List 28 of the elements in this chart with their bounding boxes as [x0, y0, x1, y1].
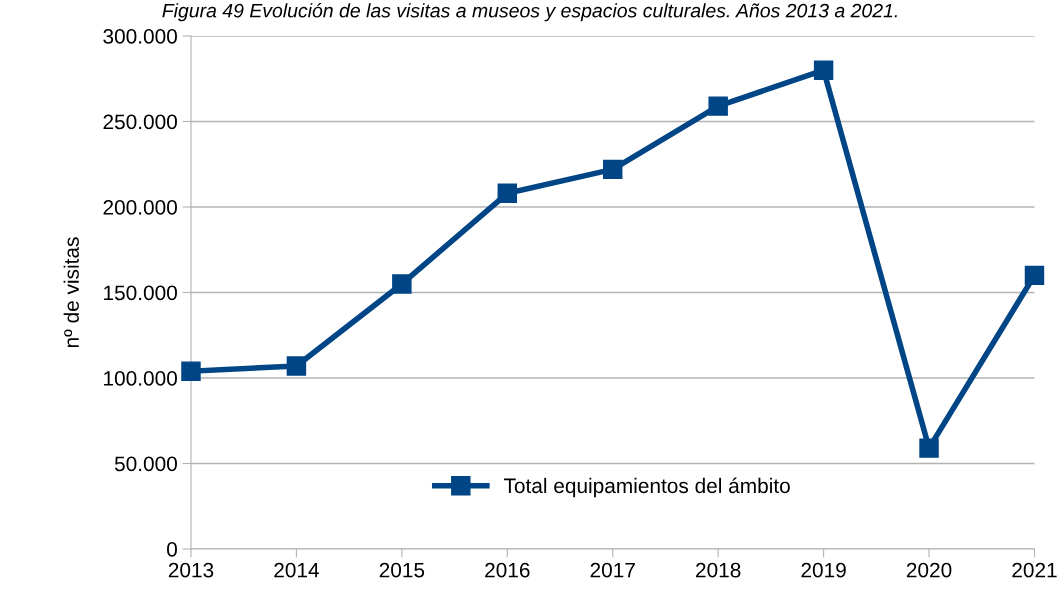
y-tick-label: 50.000 — [114, 456, 177, 472]
x-tick-label: 2021 — [1012, 562, 1057, 578]
y-tick-label: 200.000 — [103, 200, 177, 215]
legend-label: Total equipamientos del ámbito — [503, 477, 790, 498]
point — [919, 438, 939, 458]
y-axis-title: nº de visitas — [63, 237, 79, 348]
x-tick-label: 2013 — [168, 562, 214, 578]
y-tick-label: 250.000 — [103, 114, 177, 130]
point — [392, 274, 412, 294]
y-tick-label: 150.000 — [104, 285, 177, 301]
chart-title: Figura 49 Evolución de las visitas a museos y espacios culturales. Años 2013 a 2021. — [162, 3, 897, 22]
point — [286, 356, 307, 376]
point — [813, 60, 834, 80]
y-tick-label: 100.000 — [104, 371, 177, 386]
point — [603, 159, 623, 180]
x-tick-label: 2020 — [906, 562, 952, 578]
x-tick-label: 2017 — [590, 562, 635, 578]
x-tick-label: 2015 — [379, 562, 425, 578]
x-tick-label: 2019 — [801, 562, 846, 578]
point — [497, 183, 518, 204]
point — [1024, 265, 1045, 286]
point — [181, 361, 201, 381]
x-tick-label: 2018 — [696, 562, 741, 578]
y-tick-label: 0 — [167, 542, 177, 557]
x-tick-label: 2016 — [485, 562, 530, 578]
point — [708, 96, 728, 116]
x-tick-label: 2014 — [274, 562, 319, 578]
y-tick-label: 300.000 — [103, 29, 177, 44]
